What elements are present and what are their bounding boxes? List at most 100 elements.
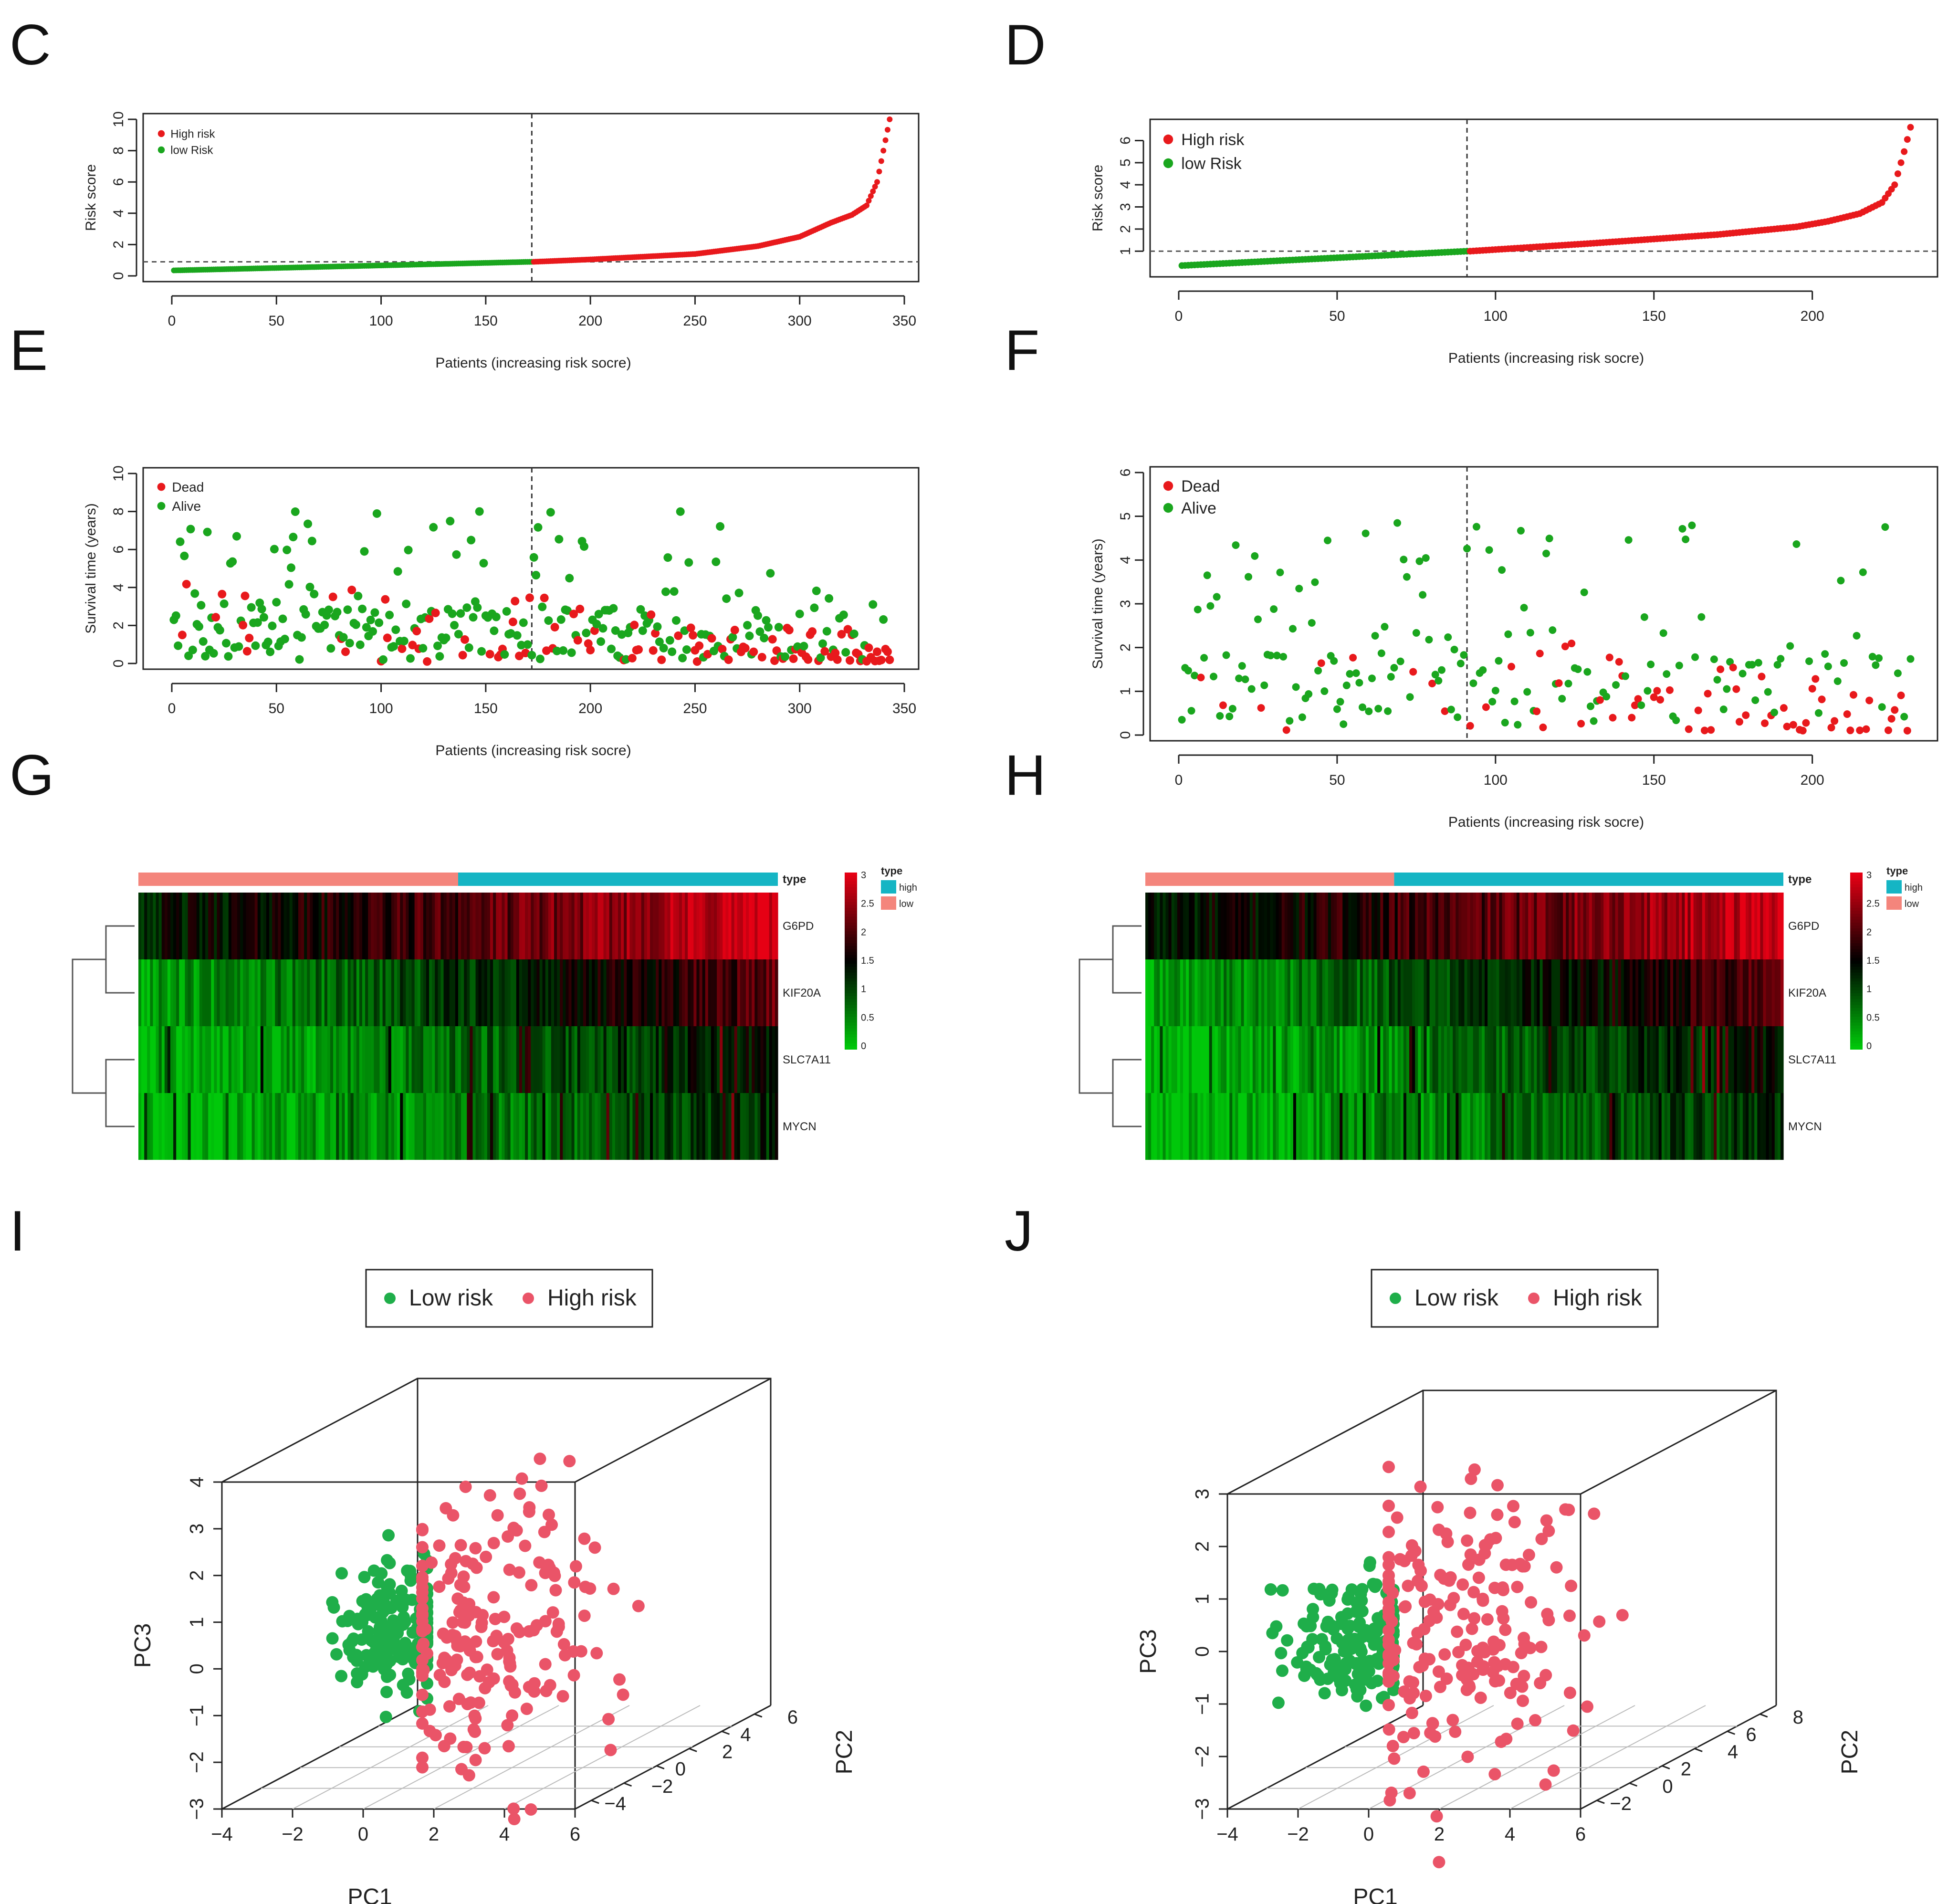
heatmap-cell [1481,959,1485,1026]
heatmap-cell [1540,1093,1543,1160]
survival-point-alive [818,639,827,648]
heatmap-cell [251,893,255,959]
heatmap-cell [725,959,729,1026]
heatmap-cell [627,1093,630,1160]
survival-point-alive [1663,670,1671,678]
heatmap-cell [589,1093,592,1160]
heatmap-cell [624,959,627,1026]
heatmap-cell [1226,893,1230,959]
heatmap-cell [635,1026,639,1093]
x-tick-label: 100 [1484,772,1508,788]
heatmap-cell [1154,893,1157,959]
heatmap-cell [1725,959,1729,1026]
heatmap-cell [1261,1026,1265,1093]
heatmap-cell [1177,893,1181,959]
survival-point-alive [370,608,379,617]
heatmap-cell [1226,1093,1230,1160]
pca-point-high [417,1663,430,1676]
pca-legend-box [365,1269,653,1328]
heatmap-cell [278,959,282,1026]
heatmap-cell [560,959,563,1026]
heatmap-cell [1598,959,1601,1026]
survival-point-alive [492,612,501,621]
heatmap-cell [737,1093,741,1160]
heatmap-cell [452,893,456,959]
heatmap-cell [1418,893,1421,959]
heatmap-cell [202,1093,206,1160]
heatmap-cell [1397,959,1401,1026]
heatmap-cell [234,1093,238,1160]
pc2-axis-label: PC2 [1837,1730,1863,1774]
heatmap-cell [1635,1093,1639,1160]
heatmap-cell [673,959,677,1026]
heatmap-cell [304,1026,307,1093]
pca-point-low [1304,1620,1317,1632]
pca-point-high [540,1684,553,1697]
heatmap-cell [1577,893,1581,959]
heatmap-cell [1516,959,1520,1026]
heatmap-cell [493,893,496,959]
heatmap-cell [1545,893,1549,959]
heatmap-cell [391,1026,395,1093]
heatmap-cell [1447,893,1450,959]
survival-point-dead [1812,675,1820,683]
heatmap-cell [281,1026,284,1093]
annotation-bar-high [458,873,778,886]
pca-point-high [1508,1515,1521,1528]
heatmap-cell [336,1026,339,1093]
heatmap-cell [705,1093,709,1160]
pca-point-low [356,1633,368,1646]
heatmap-cell [752,959,755,1026]
survival-point-alive [253,618,262,627]
heatmap-cell [1313,959,1317,1026]
heatmap-cell [1194,959,1198,1026]
heatmap-cell [313,959,316,1026]
pca-point-high [632,1599,645,1612]
color-scale-segment [845,943,857,947]
survival-point-dead [1862,725,1870,733]
heatmap-cell [1623,1026,1627,1093]
pca-point-high [438,1675,451,1688]
x-tick-label: 100 [369,701,393,716]
heatmap-cell [638,1093,642,1160]
color-scale-segment [845,908,857,912]
heatmap-cell [621,1026,624,1093]
survival-point-alive [456,609,465,618]
heatmap-cell [283,1093,287,1160]
heatmap-cell [1525,893,1529,959]
survival-point-dead [757,652,766,662]
color-scale-segment [1850,972,1863,976]
heatmap-cell [539,893,543,959]
heatmap-cell [1450,1026,1453,1093]
heatmap-cell [1372,1093,1375,1160]
heatmap-cell [423,1026,427,1093]
heatmap-cell [1751,959,1755,1026]
heatmap-cell [772,1026,775,1093]
heatmap-cell [720,1093,723,1160]
heatmap-cell [1296,893,1299,959]
dendrogram-root [1079,958,1113,1094]
heatmap-cell [737,1026,741,1093]
heatmap-cell [653,1093,656,1160]
survival-point-dead [461,635,469,644]
survival-point-alive [1456,660,1465,668]
heatmap-cell [1377,1026,1381,1093]
survival-point-dead [864,643,873,652]
heatmap-cell [1641,1026,1644,1093]
color-scale-tick: 0 [1866,1041,1872,1052]
heatmap-cell [586,1026,589,1093]
heatmap-cell [597,1026,601,1093]
heatmap-cell [763,893,767,959]
heatmap-cell [1429,959,1433,1026]
pc2-tick-mark [689,1748,697,1752]
heatmap-cell [688,959,691,1026]
y-tick-label: 8 [111,507,126,515]
heatmap-cell [321,1093,325,1160]
heatmap-cell [1244,959,1247,1026]
heatmap-cell [746,1093,749,1160]
survival-point-alive [1678,525,1686,533]
heatmap-cell [1766,893,1770,959]
color-scale-segment [1850,916,1863,920]
pca-point-low [341,1614,354,1627]
heatmap-cell [1499,893,1503,959]
